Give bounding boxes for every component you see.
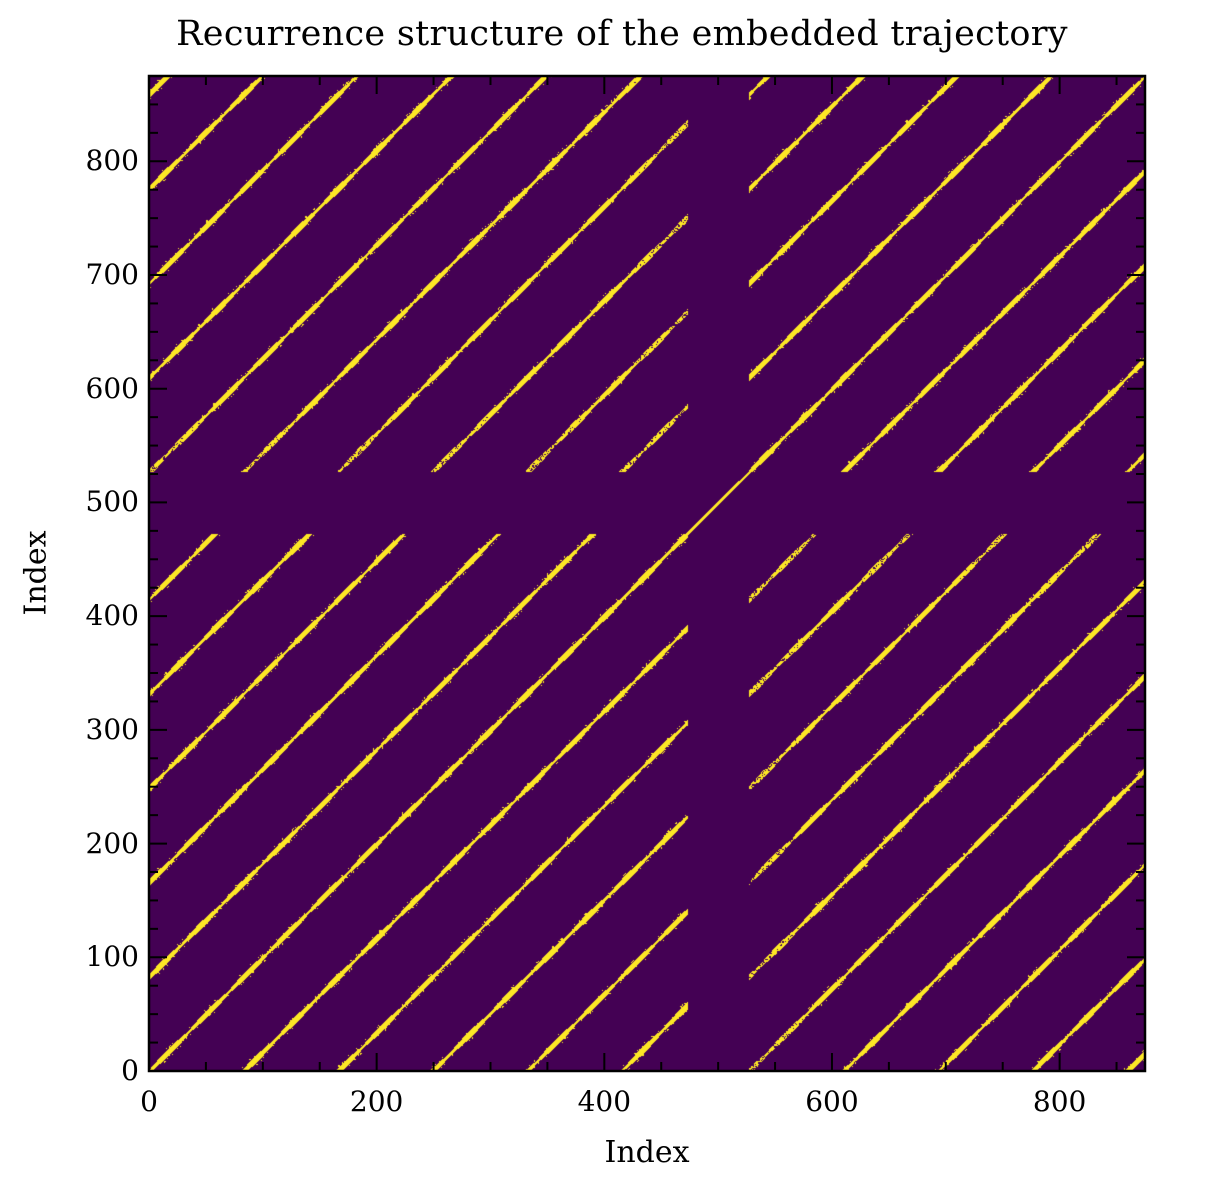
y-tick-label: 100 — [85, 940, 139, 974]
y-tick-label: 200 — [85, 826, 139, 860]
y-tick-label: 800 — [85, 144, 139, 178]
y-tick-label: 500 — [85, 485, 139, 519]
y-tick-label: 400 — [85, 599, 139, 633]
y-tick-label: 600 — [85, 371, 139, 405]
y-axis-label: Index — [18, 530, 54, 616]
y-tick-label: 0 — [121, 1054, 139, 1087]
x-tick-label: 800 — [1032, 1085, 1087, 1118]
chart-title: Recurrence structure of the embedded tra… — [176, 14, 1068, 54]
recurrence-heatmap — [149, 76, 1145, 1071]
y-tick-label: 700 — [85, 258, 139, 291]
y-tick-label: 300 — [85, 712, 139, 746]
x-axis-label: Index — [604, 1135, 690, 1170]
x-tick-label: 0 — [140, 1085, 158, 1118]
x-tick-label: 600 — [805, 1085, 859, 1118]
x-tick-label: 400 — [577, 1085, 632, 1118]
x-tick-label: 200 — [349, 1085, 404, 1118]
